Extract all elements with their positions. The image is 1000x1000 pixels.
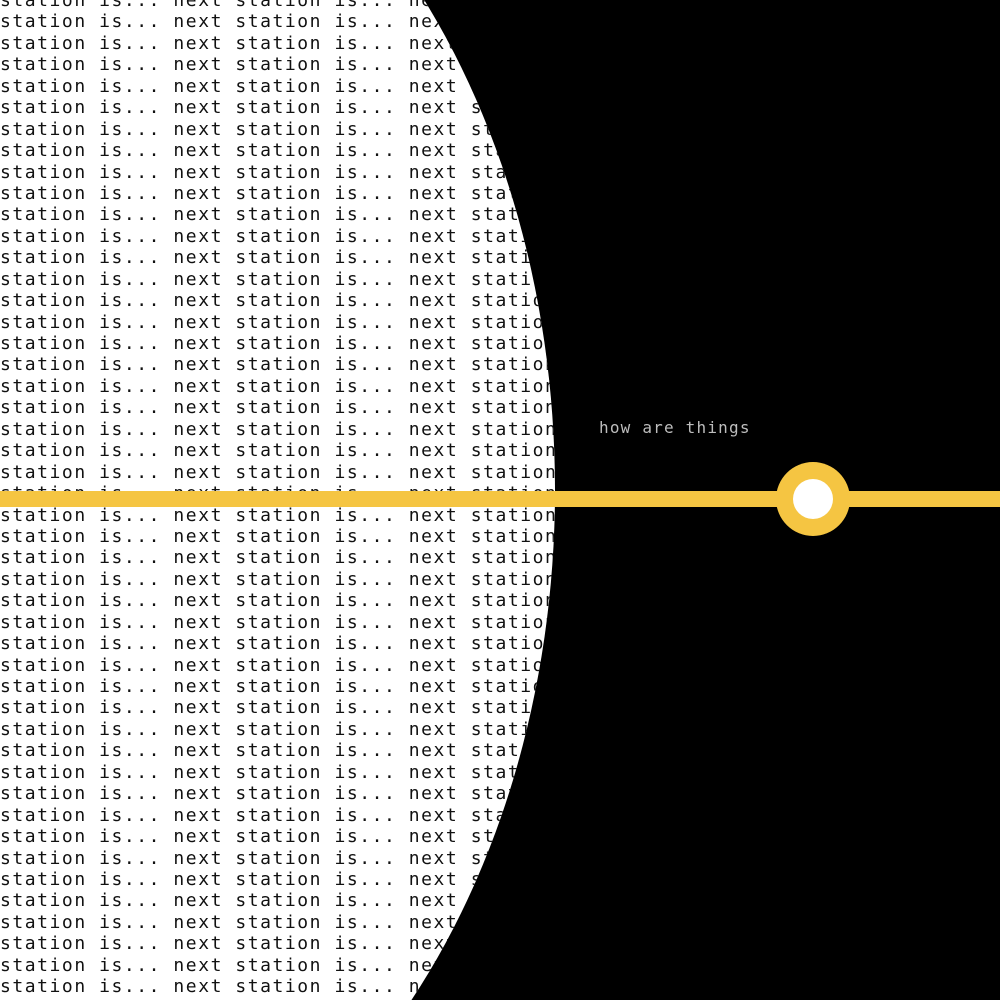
station-caption: how are things — [599, 418, 751, 437]
repeated-text-line: station is... next station is... next st… — [0, 333, 1000, 354]
repeated-text-line: station is... next station is... next st… — [0, 611, 1000, 633]
repeated-text-line: station is... next station is... next st… — [0, 440, 1000, 462]
repeated-text-line: station is... next station is... next st… — [0, 311, 1000, 333]
repeated-text-line: station is... next station is... next st… — [0, 654, 1000, 676]
repeated-text-line: station is... next station is... next st… — [0, 504, 1000, 526]
repeated-text-line: station is... next station is... next st… — [0, 547, 1000, 569]
repeated-text-line: station is... next station is... next st… — [0, 525, 1000, 547]
station-marker-center — [793, 479, 833, 519]
repeated-text-line: station is... next station is... next st… — [0, 247, 1000, 269]
repeated-text-line: station is... next station is... next st… — [0, 676, 1000, 697]
repeated-text-line: station is... next station is... next st… — [0, 418, 1000, 440]
repeated-text-line: station is... next station is... next st… — [0, 826, 1000, 848]
repeated-text-line: station is... next station is... next st… — [0, 140, 1000, 162]
repeated-text-line: station is... next station is... next st… — [0, 354, 1000, 376]
repeated-text-line: station is... next station is... next st… — [0, 268, 1000, 290]
repeated-text-line: station is... next station is... next st… — [0, 461, 1000, 483]
repeated-text-line: station is... next station is... next st… — [0, 633, 1000, 655]
route-line — [0, 491, 1000, 507]
repeated-text-line: station is... next station is... next st… — [0, 590, 1000, 612]
repeated-text-line: station is... next station is... next st… — [0, 290, 1000, 312]
repeated-text-line: station is... next station is... next st… — [0, 32, 1000, 54]
repeated-text-line: station is... next station is... next st… — [0, 740, 1000, 762]
repeated-text-line: station is... next station is... next st… — [0, 397, 1000, 419]
repeated-text-line: station is... next station is... next st… — [0, 568, 1000, 590]
repeated-text-line: station is... next station is... next st… — [0, 375, 1000, 397]
